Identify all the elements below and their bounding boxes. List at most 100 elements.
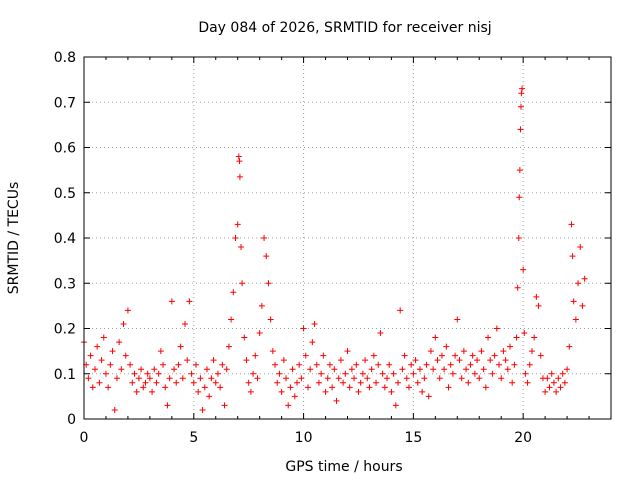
data-point xyxy=(373,379,380,386)
data-point xyxy=(164,402,171,409)
data-point xyxy=(309,339,316,346)
data-point xyxy=(289,366,296,373)
data-point xyxy=(581,275,588,282)
data-point xyxy=(414,379,421,386)
data-point xyxy=(520,266,527,273)
data-point xyxy=(94,343,101,350)
data-point xyxy=(153,379,160,386)
data-point xyxy=(531,334,538,341)
data-point xyxy=(577,244,584,251)
data-point xyxy=(425,393,432,400)
data-point xyxy=(116,339,123,346)
data-point xyxy=(438,352,445,359)
data-point xyxy=(238,244,245,251)
data-point xyxy=(521,330,528,337)
data-point xyxy=(572,316,579,323)
data-point xyxy=(353,361,360,368)
data-point xyxy=(214,370,221,377)
data-point xyxy=(516,194,523,201)
data-point xyxy=(405,384,412,391)
data-point xyxy=(397,307,404,314)
data-point xyxy=(526,361,533,368)
data-point xyxy=(480,366,487,373)
data-point xyxy=(236,158,243,165)
data-point xyxy=(377,330,384,337)
data-point xyxy=(460,348,467,355)
data-point xyxy=(575,280,582,287)
data-point xyxy=(517,126,524,133)
data-point xyxy=(421,375,428,382)
axis-ticks: 0 0.1 0.2 0.3 0.4 0.5 0.6 0.7 0.8 0 5 10 15 20 xyxy=(54,50,612,446)
data-point xyxy=(258,302,265,309)
data-point xyxy=(340,379,347,386)
data-point xyxy=(162,384,169,391)
data-point xyxy=(300,325,307,332)
data-point xyxy=(102,370,109,377)
data-point xyxy=(131,370,138,377)
data-point xyxy=(518,90,525,97)
data-point xyxy=(504,366,511,373)
data-point xyxy=(285,402,292,409)
data-point xyxy=(384,375,391,382)
data-point xyxy=(235,153,242,160)
data-point xyxy=(509,379,516,386)
data-point xyxy=(188,370,195,377)
data-point xyxy=(392,402,399,409)
data-point xyxy=(441,366,448,373)
data-point xyxy=(247,388,254,395)
data-point xyxy=(89,384,96,391)
data-point xyxy=(243,357,250,364)
data-point xyxy=(329,384,336,391)
data-point xyxy=(445,384,452,391)
data-point xyxy=(419,388,426,395)
data-point xyxy=(516,167,523,174)
data-point xyxy=(434,357,441,364)
data-point xyxy=(544,375,551,382)
data-point xyxy=(144,370,151,377)
data-point xyxy=(195,388,202,395)
data-point xyxy=(491,352,498,359)
data-point xyxy=(291,393,298,400)
data-point xyxy=(443,343,450,350)
data-point xyxy=(326,361,333,368)
data-point xyxy=(166,375,173,382)
data-point xyxy=(366,384,373,391)
chart-title: Day 084 of 2026, SRMTID for receiver nis… xyxy=(198,20,491,36)
y-tick-label: 0.5 xyxy=(54,186,76,202)
data-point xyxy=(478,348,485,355)
data-point xyxy=(502,357,509,364)
data-point xyxy=(432,334,439,341)
data-point xyxy=(463,366,470,373)
data-point xyxy=(122,352,129,359)
data-point xyxy=(506,343,513,350)
data-point xyxy=(351,375,358,382)
data-point xyxy=(513,334,520,341)
data-point xyxy=(548,370,555,377)
data-point xyxy=(447,361,454,368)
data-point xyxy=(324,375,331,382)
data-point xyxy=(173,379,180,386)
data-point xyxy=(467,361,474,368)
data-point xyxy=(245,379,252,386)
y-tick-label: 0.4 xyxy=(54,231,76,247)
data-point xyxy=(493,325,500,332)
data-point xyxy=(533,293,540,300)
data-point xyxy=(298,375,305,382)
y-axis-label: SRMTID / TECUs xyxy=(6,182,22,295)
x-tick-label: 0 xyxy=(80,430,89,446)
data-point xyxy=(287,384,294,391)
data-point xyxy=(208,375,215,382)
data-point xyxy=(315,379,322,386)
data-point xyxy=(113,375,120,382)
data-point xyxy=(370,352,377,359)
data-point xyxy=(524,379,531,386)
data-point xyxy=(346,384,353,391)
data-point xyxy=(124,307,131,314)
data-point xyxy=(375,361,382,368)
data-point xyxy=(261,235,268,241)
x-tick-label: 5 xyxy=(189,430,198,446)
data-point xyxy=(85,375,92,382)
data-point xyxy=(390,370,397,377)
data-point xyxy=(192,361,199,368)
data-point xyxy=(256,330,263,337)
